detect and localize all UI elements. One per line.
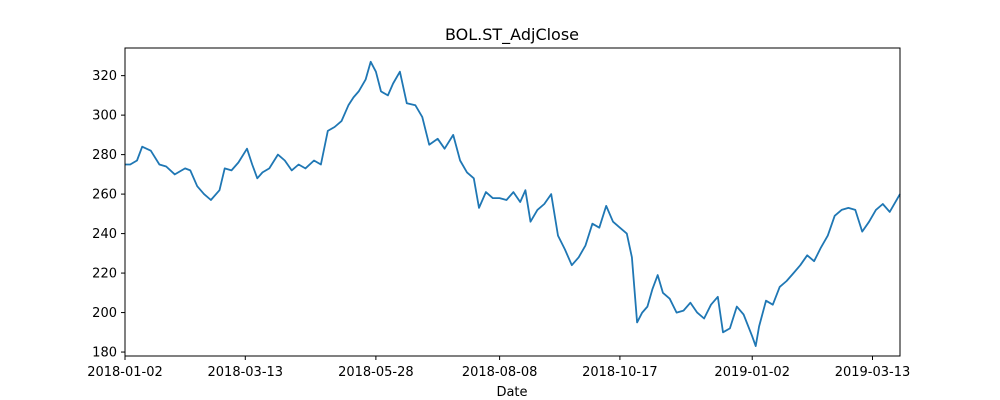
x-tick-label: 2018-01-02 [87, 365, 163, 380]
x-tick-label: 2018-10-17 [582, 365, 658, 380]
x-tick-label: 2018-03-13 [208, 365, 284, 380]
y-tick-label: 240 [92, 227, 117, 242]
y-axis: 180 200 220 240 260 280 300 320 [92, 69, 125, 361]
y-tick-label: 320 [92, 69, 117, 84]
chart-title: BOL.ST_AdjClose [445, 25, 579, 45]
y-tick-label: 280 [92, 148, 117, 163]
y-tick-label: 180 [92, 346, 117, 361]
y-tick-label: 220 [92, 267, 117, 282]
y-tick-label: 260 [92, 188, 117, 203]
plot-frame [124, 47, 901, 357]
x-axis-label: Date [496, 385, 527, 400]
series-line [125, 60, 901, 347]
x-tick-label: 2018-05-28 [338, 365, 414, 380]
y-tick-label: 200 [92, 306, 117, 321]
y-tick-label: 300 [92, 109, 117, 124]
x-axis: 2018-01-02 2018-03-13 2018-05-28 2018-08-08… [87, 356, 910, 380]
x-tick-label: 2019-01-02 [714, 365, 790, 380]
x-tick-label: 2019-03-13 [835, 365, 911, 380]
x-tick-label: 2018-08-08 [462, 365, 538, 380]
